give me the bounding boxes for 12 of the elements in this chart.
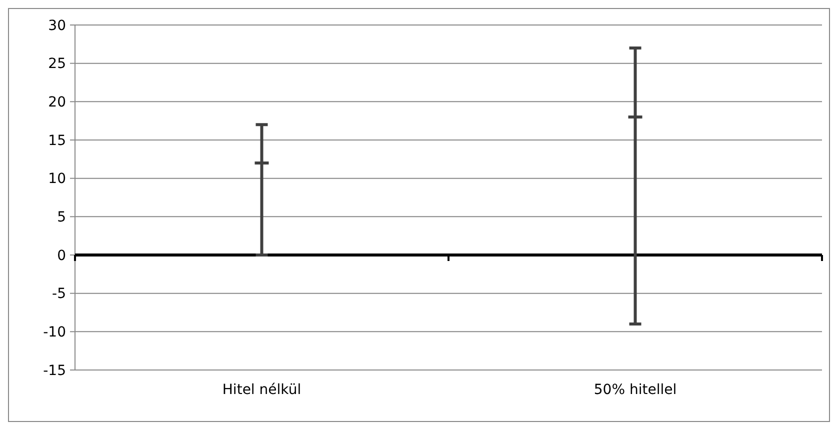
y-tick-label: 25 (48, 56, 66, 72)
y-tick-label: -15 (43, 362, 66, 379)
y-tick-label: 15 (48, 132, 66, 149)
y-tick-label: 20 (48, 94, 66, 111)
x-tick-label: Hitel nélkül (222, 382, 302, 398)
y-tick-label: 30 (48, 18, 66, 34)
y-tick-label: -10 (43, 324, 66, 341)
y-tick-label: -5 (52, 286, 66, 302)
y-tick-label: 5 (57, 210, 66, 226)
x-tick-label: 50% hitellel (594, 382, 677, 398)
y-tick-label: 0 (57, 248, 66, 264)
y-tick-label: 10 (48, 171, 66, 188)
